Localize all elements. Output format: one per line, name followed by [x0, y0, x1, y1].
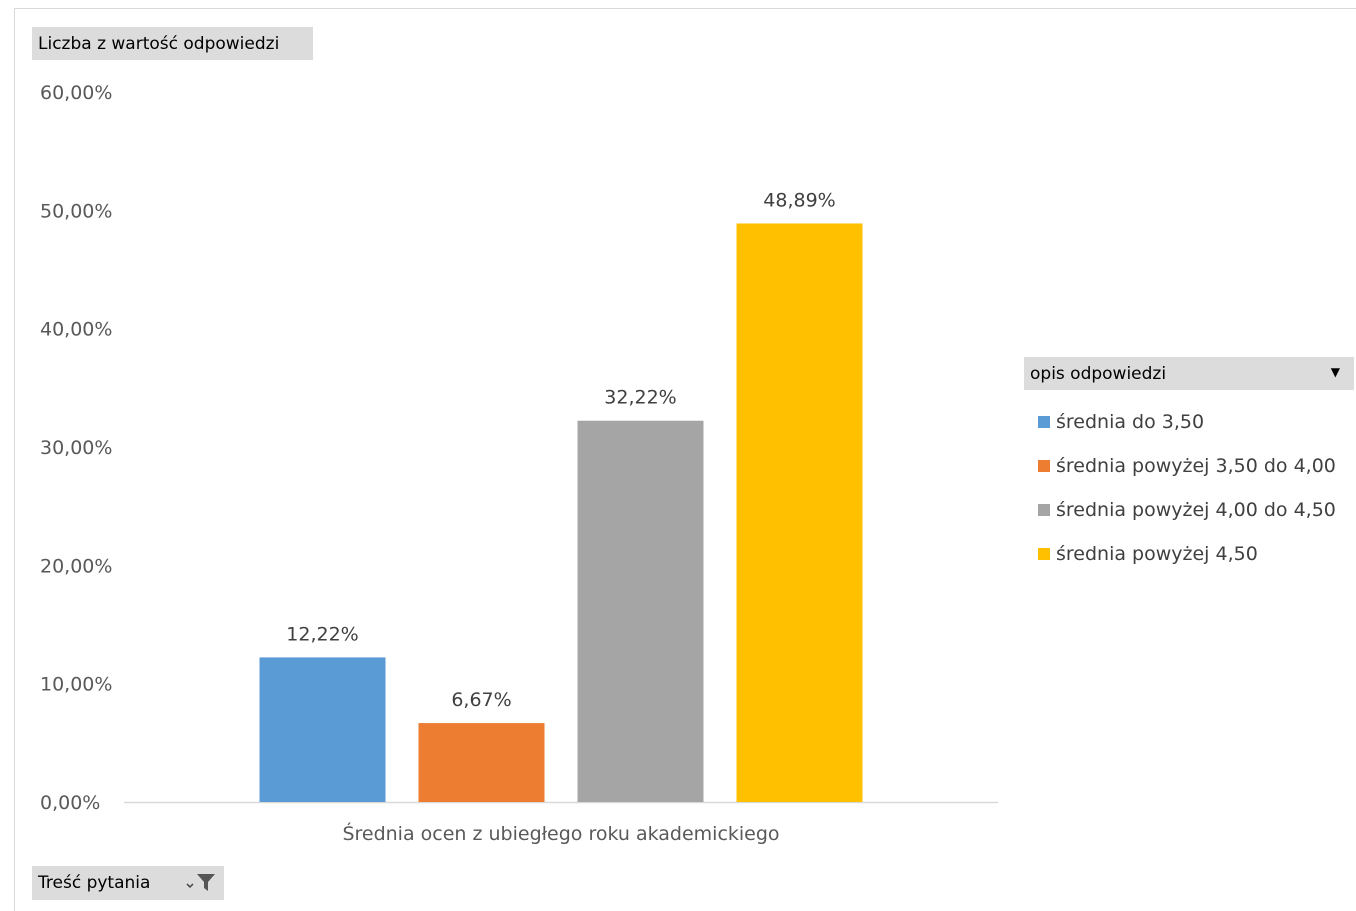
y-tick-label: 20,00% [40, 555, 112, 577]
value-field-button[interactable]: Liczba z wartość odpowiedzi [32, 27, 313, 60]
legend-item[interactable]: średnia powyżej 3,50 do 4,00 [1038, 444, 1336, 488]
legend-swatch [1038, 460, 1050, 472]
y-tick-label: 30,00% [40, 437, 112, 459]
y-tick-label: 10,00% [40, 674, 112, 696]
filter-dropdown[interactable] [186, 872, 216, 892]
value-field-label: Liczba z wartość odpowiedzi [38, 33, 280, 54]
data-label: 32,22% [604, 387, 676, 409]
legend: średnia do 3,50 średnia powyżej 3,50 do 4… [1038, 400, 1336, 576]
bar [736, 223, 863, 803]
legend-swatch [1038, 416, 1050, 428]
bar [577, 420, 704, 802]
legend-swatch [1038, 504, 1050, 516]
y-tick-label: 60,00% [40, 82, 112, 104]
legend-label: średnia powyżej 3,50 do 4,00 [1056, 455, 1336, 477]
data-label: 12,22% [286, 623, 358, 645]
legend-label: średnia powyżej 4,00 do 4,50 [1056, 499, 1336, 521]
axis-field-label: Treść pytania [38, 873, 151, 893]
legend-item[interactable]: średnia do 3,50 [1038, 400, 1336, 444]
legend-label: średnia do 3,50 [1056, 411, 1205, 433]
legend-label: średnia powyżej 4,50 [1056, 543, 1258, 565]
legend-item[interactable]: średnia powyżej 4,00 do 4,50 [1038, 488, 1336, 532]
legend-swatch [1038, 548, 1050, 560]
x-tick-label: Średnia ocen z ubiegłego roku akademicki… [342, 821, 779, 845]
legend-item[interactable]: średnia powyżej 4,50 [1038, 532, 1336, 576]
bar [259, 657, 386, 802]
y-tick-label: 40,00% [40, 319, 112, 341]
y-tick-label: 50,00% [40, 200, 112, 222]
filter-icon [197, 874, 215, 891]
chevron-down-icon [186, 883, 194, 889]
chart-frame [14, 8, 1356, 911]
dropdown-arrow-icon[interactable]: ▼ [1330, 365, 1340, 379]
bar [418, 723, 545, 802]
data-label: 48,89% [763, 189, 835, 211]
y-tick-label: 0,00% [40, 792, 100, 814]
legend-field-label: opis odpowiedzi [1030, 363, 1167, 384]
data-label: 6,67% [451, 689, 511, 711]
legend-field-button[interactable]: opis odpowiedzi ▼ [1024, 357, 1354, 390]
axis-field-button[interactable]: Treść pytania [32, 866, 224, 900]
